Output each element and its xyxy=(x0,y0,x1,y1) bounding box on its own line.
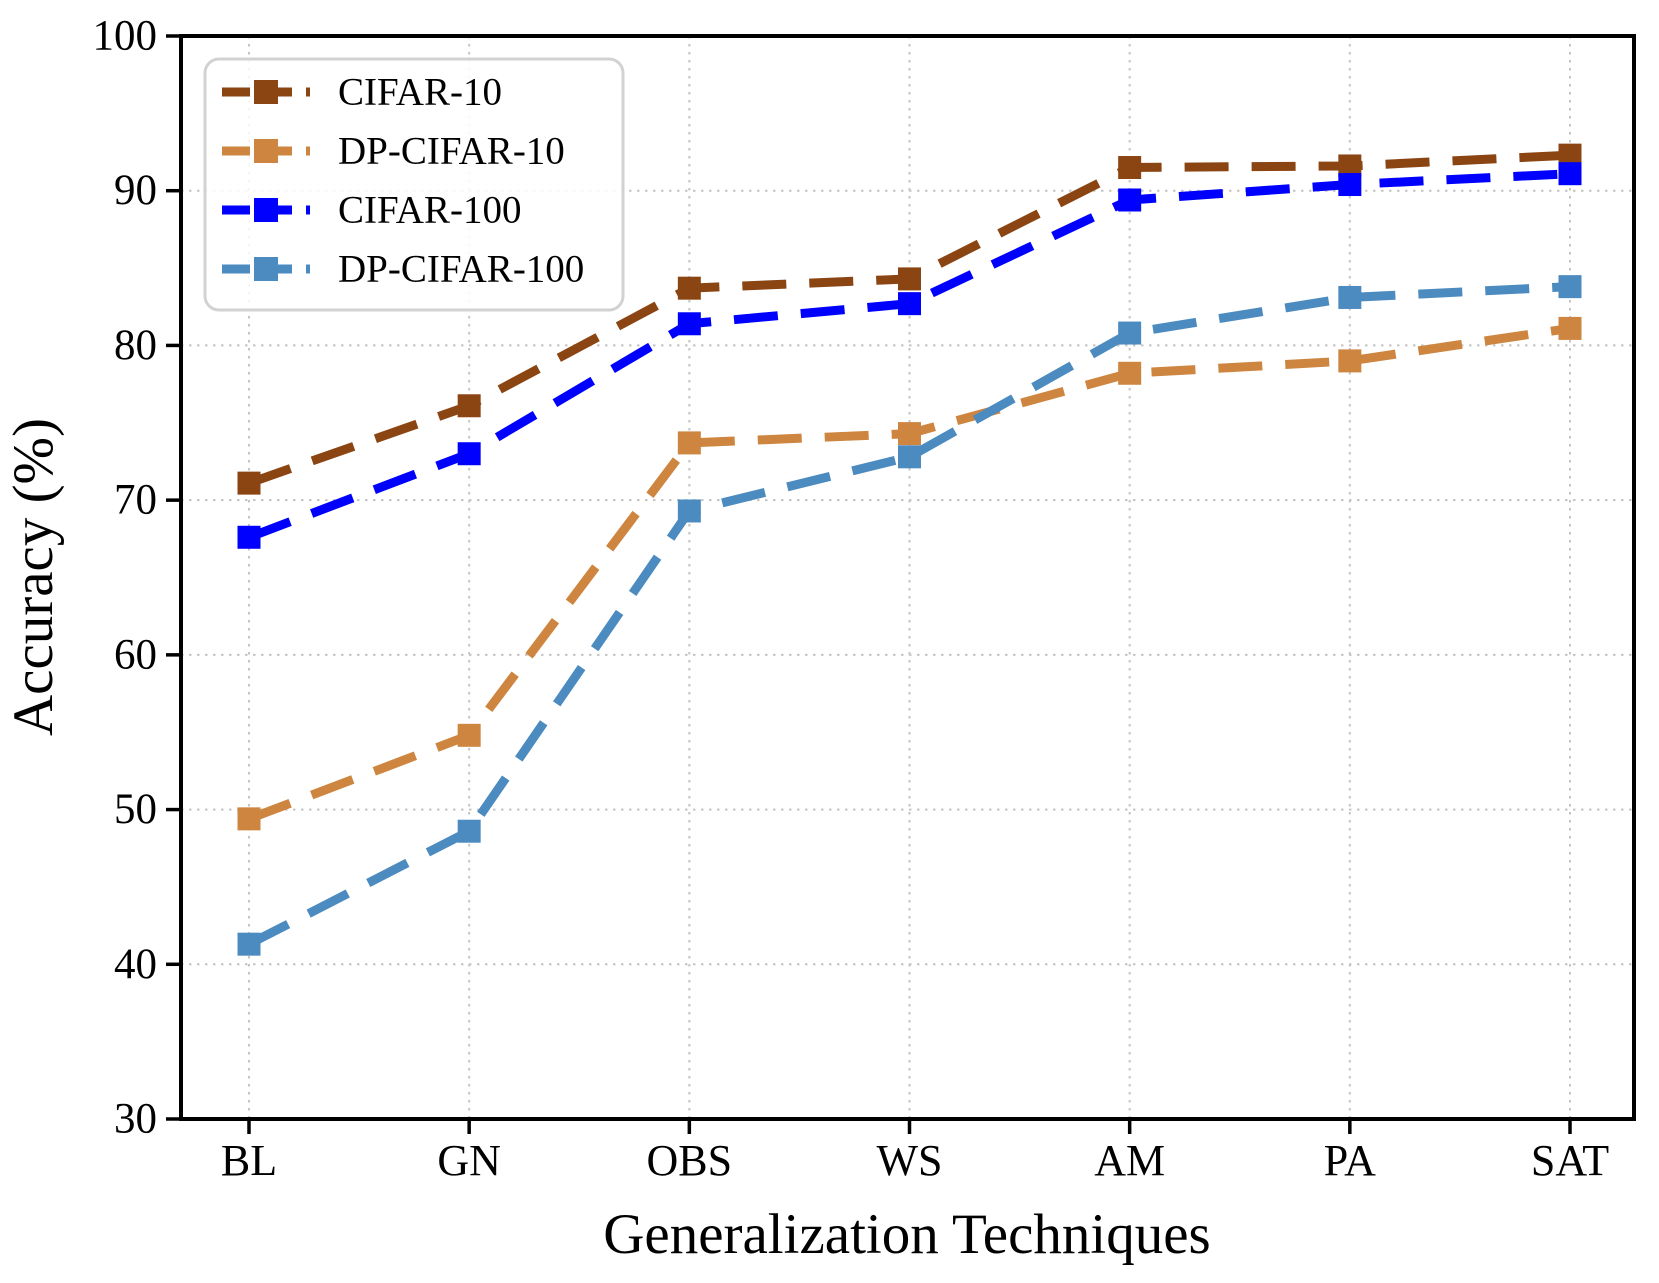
y-tick-label: 30 xyxy=(114,1096,157,1143)
x-tick-label: OBS xyxy=(647,1136,733,1185)
data-point-marker xyxy=(1558,162,1582,186)
data-point-marker xyxy=(898,422,921,446)
x-tick-label: SAT xyxy=(1531,1136,1609,1185)
legend-label: DP-CIFAR-10 xyxy=(338,130,565,173)
data-point-marker xyxy=(1338,285,1362,309)
data-point-marker xyxy=(457,394,481,418)
data-point-marker xyxy=(457,819,481,843)
data-point-marker xyxy=(677,499,701,523)
data-point-marker xyxy=(898,292,921,316)
data-point-marker xyxy=(898,445,921,469)
y-tick-label: 80 xyxy=(114,322,157,369)
plot-border xyxy=(179,34,1636,1121)
y-tick-label: 70 xyxy=(114,477,157,524)
legend-swatch xyxy=(254,198,278,222)
legend-label: CIFAR-100 xyxy=(338,189,521,232)
y-tick-label: 50 xyxy=(114,786,157,833)
data-point-marker xyxy=(237,471,261,495)
legend-swatch xyxy=(254,80,278,104)
series-layer xyxy=(237,143,1582,956)
data-point-marker xyxy=(237,525,261,549)
legend-swatch xyxy=(254,139,278,163)
y-tick-label: 90 xyxy=(114,167,157,214)
legend-label: DP-CIFAR-100 xyxy=(338,248,584,291)
x-tick-label: GN xyxy=(437,1136,501,1185)
data-point-marker xyxy=(898,267,921,291)
data-point-marker xyxy=(1338,349,1362,373)
data-point-marker xyxy=(237,932,261,956)
data-point-marker xyxy=(677,276,701,300)
data-point-marker xyxy=(1558,275,1582,299)
y-axis-label: Accuracy (%) xyxy=(2,418,65,736)
data-point-marker xyxy=(237,807,261,831)
data-point-marker xyxy=(1338,154,1362,178)
legend-box xyxy=(203,57,625,312)
data-point-marker xyxy=(1118,156,1142,180)
data-point-marker xyxy=(1558,143,1582,167)
data-point-marker xyxy=(677,312,701,336)
legend-label: CIFAR-10 xyxy=(338,71,502,114)
x-tick-label: BL xyxy=(221,1136,277,1185)
data-point-marker xyxy=(457,723,481,747)
legend: CIFAR-10 DP-CIFAR-10 CIFAR-100 DP-CIFAR-100 xyxy=(203,57,625,312)
data-point-marker xyxy=(1118,361,1142,385)
data-point-marker xyxy=(1338,173,1362,197)
y-tick-label: 60 xyxy=(114,631,157,678)
data-point-marker xyxy=(457,442,481,466)
legend-swatch xyxy=(254,257,278,281)
y-tick-label: 100 xyxy=(93,13,158,60)
x-tick-label: WS xyxy=(877,1136,943,1185)
data-point-marker xyxy=(677,431,701,455)
x-tick-label: PA xyxy=(1324,1136,1376,1185)
x-axis-label: Generalization Techniques xyxy=(603,1203,1210,1266)
data-point-marker xyxy=(1118,188,1142,212)
data-point-marker xyxy=(1118,321,1142,345)
x-tick-label: AM xyxy=(1094,1136,1165,1185)
y-tick-label: 40 xyxy=(114,941,157,988)
data-point-marker xyxy=(1558,316,1582,340)
axes-layer: 30 40 50 60 70 80 90 100 BL GN OBS WS AM PA SAT xyxy=(93,13,1636,1185)
